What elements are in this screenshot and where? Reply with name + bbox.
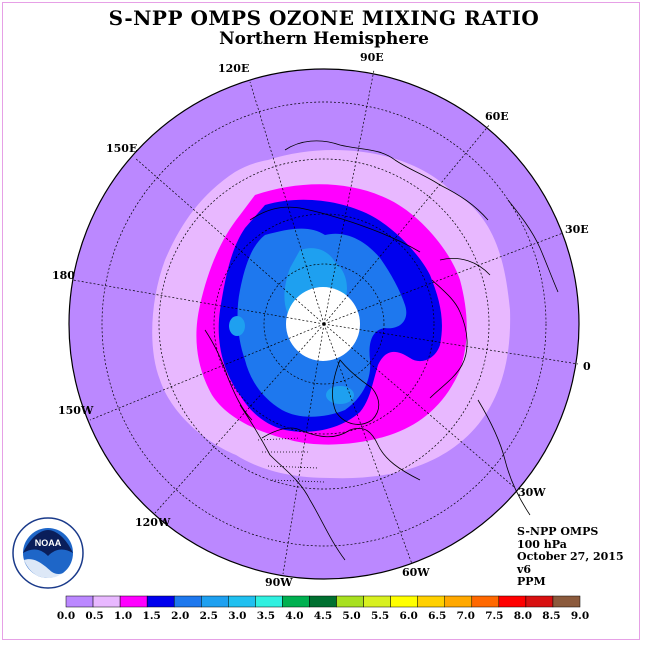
- map-title: S-NPP OMPS OZONE MIXING RATIO: [108, 6, 540, 30]
- lon-label-90w: 90W: [265, 576, 293, 589]
- colorbar-cell: [471, 595, 500, 608]
- noaa-logo: NOAA: [12, 517, 84, 589]
- coast-us-grid: [257, 437, 325, 483]
- coast-africa: [477, 399, 531, 516]
- lon-label-150e: 150E: [106, 142, 137, 155]
- colorbar-cell: [255, 595, 283, 608]
- lon-label-90e: 90E: [360, 51, 384, 64]
- colorbar-cell: [336, 595, 364, 608]
- band-2.5-3.0-patch: [229, 316, 245, 336]
- lon-label-60e: 60E: [485, 110, 509, 123]
- colorbar-tick-label: 9.0: [571, 610, 589, 622]
- lon-label-30e: 30E: [565, 223, 589, 236]
- colorbar-tick-label: 0.5: [85, 610, 103, 622]
- colorbar-cell: [552, 595, 581, 608]
- colorbar-tick-label: 1.5: [143, 610, 161, 622]
- colorbar-cell: [417, 595, 445, 608]
- info-level: 100 hPa: [517, 537, 567, 551]
- coast-europe: [429, 258, 491, 399]
- colorbar-cell: [498, 595, 527, 608]
- lon-label-150w: 150W: [58, 404, 94, 417]
- info-block: S-NPP OMPS 100 hPa October 27, 2015 v6 P…: [517, 525, 624, 589]
- colorbar-cell: [363, 595, 391, 608]
- lon-label-30w: 30W: [518, 486, 546, 499]
- colorbar-tick-label: 3.5: [257, 610, 275, 622]
- coast-asia-north: [249, 206, 421, 253]
- lon-label-60w: 60W: [402, 566, 430, 579]
- lon-label-120w: 120W: [135, 516, 171, 529]
- colorbar-tick-label: 6.0: [400, 610, 418, 622]
- colorbar-cell: [92, 595, 121, 608]
- colorbar-cell: [65, 595, 94, 608]
- colorbar-tick-label: 7.0: [457, 610, 475, 622]
- lon-label-120e: 120E: [218, 62, 249, 75]
- colorbar-tick-label: 8.5: [542, 610, 560, 622]
- colorbar-cell: [119, 595, 148, 608]
- map-subtitle: Northern Hemisphere: [219, 29, 429, 49]
- hemisphere-boundary: [68, 68, 580, 580]
- colorbar-tick-label: 8.0: [514, 610, 532, 622]
- colorbar-tick-label: 2.5: [200, 610, 218, 622]
- latitude-circles: [101, 101, 547, 547]
- colorbar-tick-label: 2.0: [171, 610, 189, 622]
- colorbar-tick-label: 1.0: [114, 610, 132, 622]
- coastlines: [204, 140, 559, 561]
- info-units: PPM: [517, 575, 546, 589]
- plot-frame: [2, 2, 640, 640]
- coast-asia-east: [284, 140, 489, 221]
- colorbar-tick-label: 7.5: [485, 610, 503, 622]
- info-version: v6: [517, 562, 532, 576]
- colorbar-cell: [525, 595, 554, 608]
- info-date: October 27, 2015: [517, 550, 624, 564]
- coast-alaska: [204, 329, 253, 421]
- colorbar-cell: [282, 595, 310, 608]
- colorbar-tick-label: 4.5: [314, 610, 332, 622]
- colorbar-cell: [390, 595, 418, 608]
- colorbar-tick-label: 5.0: [342, 610, 360, 622]
- colorbar-tick-label: 3.0: [228, 610, 246, 622]
- colorbar-tick-label: 5.5: [371, 610, 389, 622]
- lon-label-180: 180: [52, 269, 75, 282]
- meridian-lines: [72, 69, 579, 575]
- coast-india: [507, 199, 559, 293]
- band-2.5-3.0-patch-2: [326, 386, 354, 404]
- info-instrument: S-NPP OMPS: [517, 525, 599, 538]
- colorbar-cell: [444, 595, 473, 608]
- colorbar: 0.0 0.5 1.0 1.5 2.0 2.5 3.0 3.5 4.0 4.5 5.0 5.5 6.0 6…: [57, 595, 589, 622]
- colorbar-cell: [201, 595, 229, 608]
- coast-greenland: [332, 359, 380, 425]
- coast-north-america: [239, 404, 421, 561]
- colorbar-tick-label: 6.5: [428, 610, 446, 622]
- colorbar-cell: [228, 595, 256, 608]
- colorbar-cell: [146, 595, 175, 608]
- colorbar-tick-label: 0.0: [57, 610, 75, 622]
- colorbar-tick-label: 4.0: [285, 610, 303, 622]
- colorbar-cell: [173, 595, 202, 608]
- noaa-logo-text: NOAA: [35, 538, 62, 548]
- colorbar-cell: [309, 595, 337, 608]
- lon-label-0: 0: [583, 360, 591, 373]
